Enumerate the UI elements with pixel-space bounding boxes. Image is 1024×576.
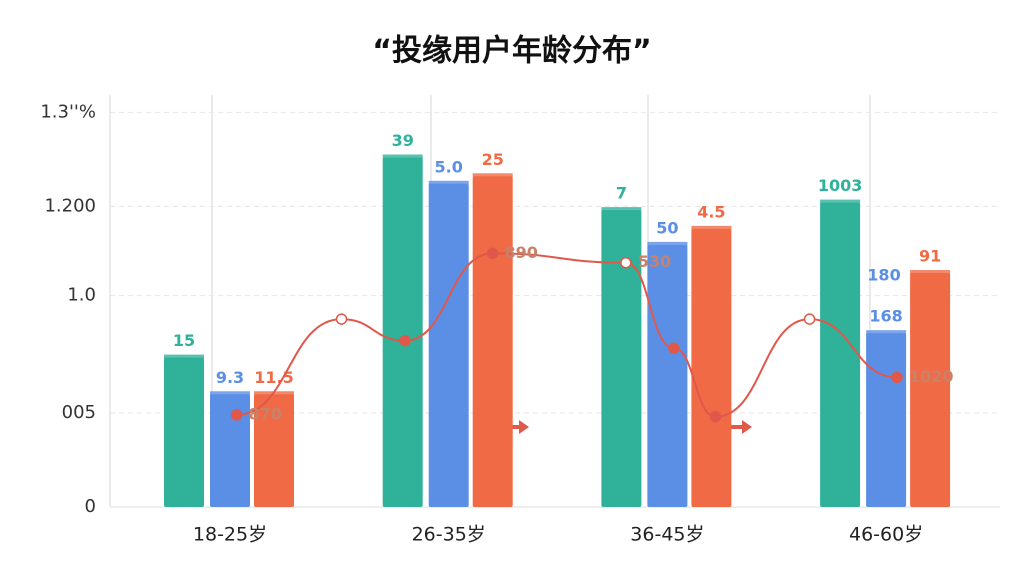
decor-arrows — [505, 420, 752, 434]
value-label: 7 — [616, 184, 627, 203]
bar — [254, 394, 294, 507]
x-tick-label: 46-60岁 — [849, 524, 923, 546]
y-tick-label: 005 — [62, 402, 96, 423]
y-tick-label: 1.3''% — [40, 101, 96, 122]
bar — [164, 357, 204, 507]
bar — [647, 244, 688, 508]
trend-label: 530 — [638, 252, 671, 271]
bar — [691, 228, 732, 507]
bar-cap — [210, 391, 250, 396]
trend-line — [236, 252, 898, 418]
x-tick-label: 18-25岁 — [193, 524, 267, 546]
bar — [866, 333, 907, 507]
bar-cap — [472, 173, 513, 178]
value-label: 4.5 — [697, 202, 725, 221]
trend-point — [230, 409, 243, 421]
trend-label: 870 — [249, 404, 282, 423]
bar-cap — [910, 270, 951, 275]
bar — [601, 210, 642, 507]
value-label: 11.5 — [254, 368, 293, 387]
bar-cap — [691, 225, 732, 230]
bar-cap — [820, 199, 861, 204]
trend-point — [399, 334, 411, 347]
bar — [382, 157, 423, 507]
bar — [210, 394, 250, 507]
value-label: 50 — [656, 218, 678, 237]
trend-point — [709, 411, 722, 423]
value-label: 39 — [392, 131, 414, 150]
value-label: 25 — [482, 150, 504, 169]
trend-point — [668, 342, 680, 354]
value-label: 1003 — [818, 176, 863, 195]
y-tick-label: 1.200 — [44, 195, 96, 216]
value-label: 15 — [173, 331, 195, 350]
bar-cap — [866, 330, 907, 335]
y-tick-label: 0 — [85, 496, 96, 517]
annotation: 180 — [867, 266, 900, 285]
y-tick-label: 1.0 — [67, 285, 96, 306]
value-label: 91 — [919, 247, 941, 266]
value-label: 5.0 — [435, 157, 463, 176]
trend-point — [803, 313, 816, 325]
trend-point — [891, 371, 903, 384]
bar-cap — [647, 241, 688, 246]
trend-point — [335, 313, 348, 325]
value-label: 9.3 — [216, 368, 244, 387]
trend-point — [620, 256, 632, 269]
trend-label: 890 — [504, 243, 537, 262]
bar-cap — [164, 354, 204, 359]
trend-label: 1020 — [909, 367, 954, 386]
bar — [820, 202, 861, 507]
chart-title: “投缘用户年龄分布” — [372, 34, 651, 69]
trend-point — [486, 247, 499, 260]
bar — [910, 273, 951, 507]
bar — [428, 183, 469, 508]
bar-cap — [428, 180, 469, 185]
x-tick-label: 26-35岁 — [412, 524, 486, 546]
value-label: 168 — [869, 307, 902, 326]
bar-cap — [382, 154, 423, 159]
x-tick-label: 36-45岁 — [630, 524, 704, 546]
bar — [472, 176, 513, 507]
bar-cap — [601, 207, 642, 212]
